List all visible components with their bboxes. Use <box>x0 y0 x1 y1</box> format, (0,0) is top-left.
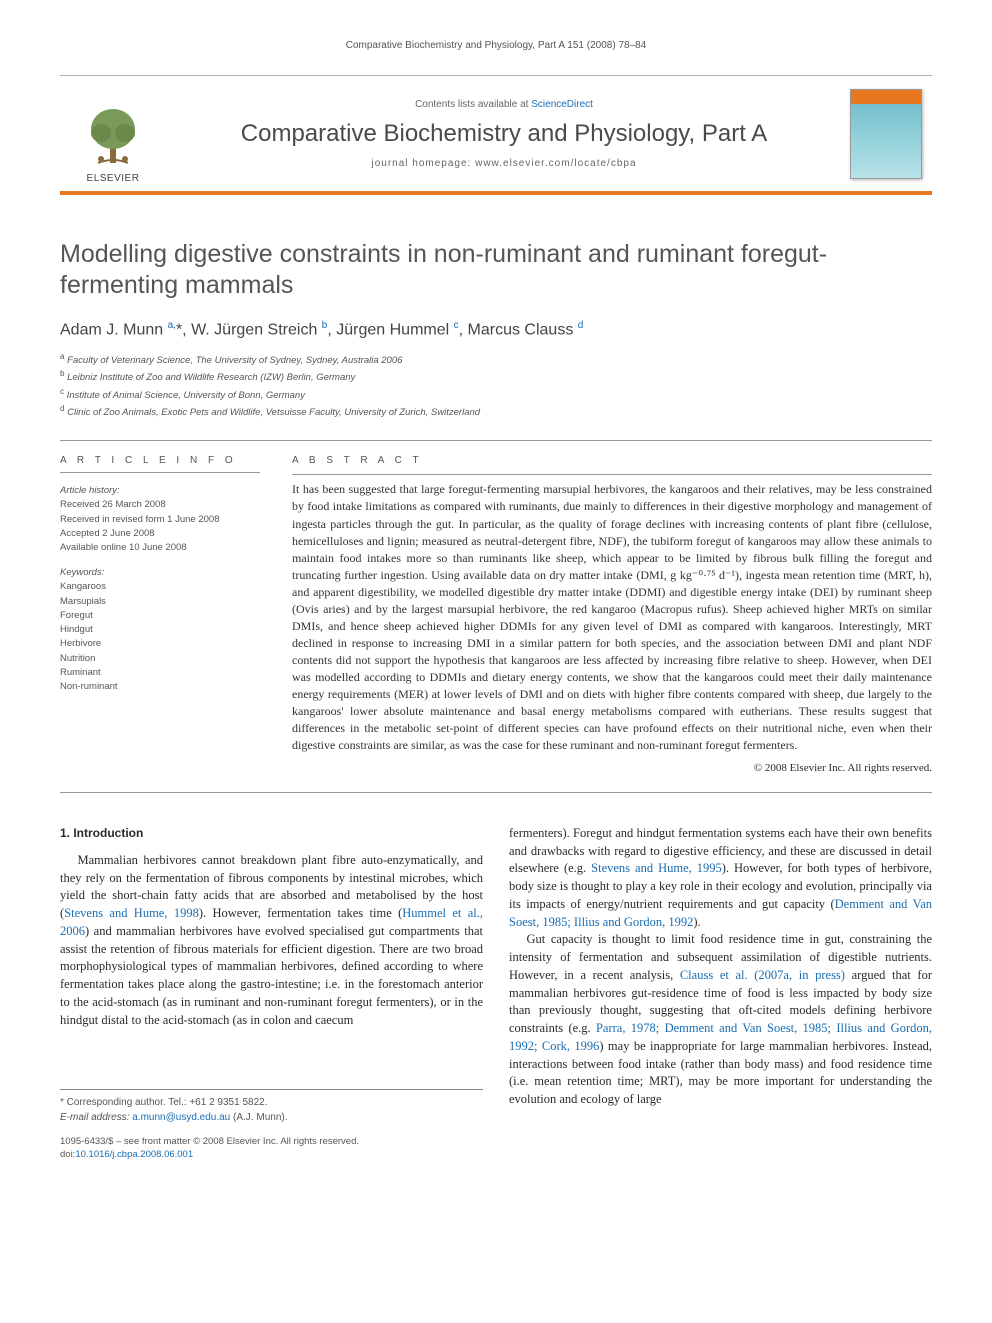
doi-prefix: doi: <box>60 1149 75 1160</box>
front-matter-line: 1095-6433/$ – see front matter © 2008 El… <box>60 1135 483 1148</box>
journal-title: Comparative Biochemistry and Physiology,… <box>168 120 840 148</box>
column-right: fermenters). Foregut and hindgut ferment… <box>509 825 932 1162</box>
journal-cover-thumbnail <box>850 89 922 179</box>
email-suffix: (A.J. Munn). <box>230 1112 287 1123</box>
intro-para-1-cont: fermenters). Foregut and hindgut ferment… <box>509 825 932 932</box>
corresponding-email-link[interactable]: a.munn@usyd.edu.au <box>132 1112 230 1123</box>
ref-link-clauss-2007[interactable]: Clauss et al. (2007a, in press) <box>680 968 845 982</box>
keyword: Non-ruminant <box>60 680 260 694</box>
journal-homepage-line: journal homepage: www.elsevier.com/locat… <box>168 158 840 169</box>
keyword: Marsupials <box>60 595 260 609</box>
article-title: Modelling digestive constraints in non-r… <box>60 239 932 302</box>
intro-para-1: Mammalian herbivores cannot breakdown pl… <box>60 852 483 1030</box>
intro-text-1b: ). However, fermentation takes time ( <box>199 906 402 920</box>
email-label: E-mail address: <box>60 1112 132 1123</box>
affiliation-line: a Faculty of Veterinary Science, The Uni… <box>60 351 932 368</box>
rule-info <box>60 472 260 473</box>
intro-para-2: Gut capacity is thought to limit food re… <box>509 931 932 1109</box>
ref-link-stevens-hume-1995[interactable]: Stevens and Hume, 1995 <box>591 861 722 875</box>
abstract-copyright: © 2008 Elsevier Inc. All rights reserved… <box>292 762 932 774</box>
contents-list-line: Contents lists available at ScienceDirec… <box>168 99 840 110</box>
copyright-doi-block: 1095-6433/$ – see front matter © 2008 El… <box>60 1135 483 1162</box>
column-left: 1. Introduction Mammalian herbivores can… <box>60 825 483 1162</box>
affiliation-line: c Institute of Animal Science, Universit… <box>60 386 932 403</box>
keyword: Nutrition <box>60 652 260 666</box>
sciencedirect-link[interactable]: ScienceDirect <box>531 99 593 110</box>
history-line: Available online 10 June 2008 <box>60 541 260 555</box>
keyword: Kangaroos <box>60 580 260 594</box>
homepage-prefix: journal homepage: <box>371 158 475 169</box>
history-line: Received in revised form 1 June 2008 <box>60 513 260 527</box>
keyword: Ruminant <box>60 666 260 680</box>
publisher-name: ELSEVIER <box>87 173 140 184</box>
ref-link-stevens-hume-1998[interactable]: Stevens and Hume, 1998 <box>64 906 199 920</box>
running-header: Comparative Biochemistry and Physiology,… <box>60 40 932 51</box>
journal-banner: ELSEVIER Contents lists available at Sci… <box>60 75 932 195</box>
section-1-head: 1. Introduction <box>60 825 483 842</box>
abstract-head: A B S T R A C T <box>292 455 932 466</box>
rule-under-meta <box>60 792 932 793</box>
keyword: Herbivore <box>60 637 260 651</box>
rule-above-meta <box>60 440 932 441</box>
affiliations: a Faculty of Veterinary Science, The Uni… <box>60 351 932 421</box>
authors-line: Adam J. Munn a,*, W. Jürgen Streich b, J… <box>60 320 932 339</box>
history-line: Accepted 2 June 2008 <box>60 527 260 541</box>
keywords-head: Keywords: <box>60 567 260 578</box>
elsevier-tree-icon <box>83 101 143 171</box>
keyword: Hindgut <box>60 623 260 637</box>
article-history-head: Article history: <box>60 485 260 496</box>
keyword: Foregut <box>60 609 260 623</box>
contents-prefix: Contents lists available at <box>415 99 531 110</box>
homepage-url: www.elsevier.com/locate/cbpa <box>475 158 636 169</box>
history-line: Received 26 March 2008 <box>60 498 260 512</box>
rule-abstract <box>292 474 932 475</box>
footnotes: * Corresponding author. Tel.: +61 2 9351… <box>60 1089 483 1124</box>
intro-text-1c: ) and mammalian herbivores have evolved … <box>60 924 483 1027</box>
abstract-body: It has been suggested that large foregut… <box>292 481 932 754</box>
intro-text-2c: ). <box>693 915 700 929</box>
doi-link[interactable]: 10.1016/j.cbpa.2008.06.001 <box>75 1149 193 1160</box>
affiliation-line: b Leibniz Institute of Zoo and Wildlife … <box>60 368 932 385</box>
affiliation-line: d Clinic of Zoo Animals, Exotic Pets and… <box>60 403 932 420</box>
article-info-head: A R T I C L E I N F O <box>60 455 260 466</box>
elsevier-logo: ELSEVIER <box>68 84 158 184</box>
corresponding-author: * Corresponding author. Tel.: +61 2 9351… <box>60 1096 483 1110</box>
